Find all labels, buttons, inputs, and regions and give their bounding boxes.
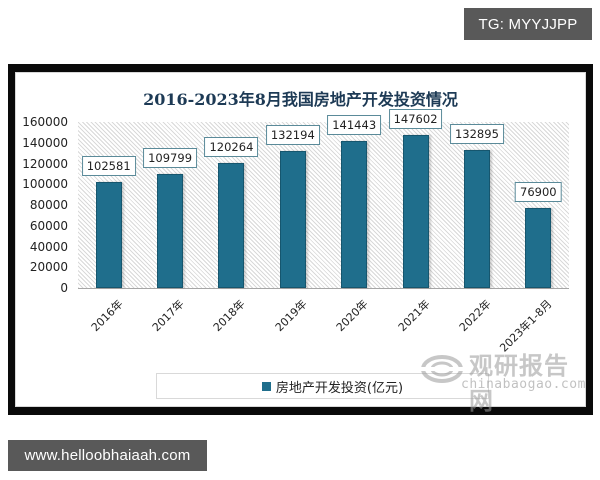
plot-area [78, 122, 569, 289]
website-tag-text: www.helloobhaiaah.com [24, 447, 191, 464]
chart-title: 2016-2023年8月我国房地产开发投资情况 [143, 90, 458, 109]
data-label: 132194 [265, 124, 320, 145]
data-label: 102581 [81, 155, 136, 176]
watermark-logo-icon [421, 355, 463, 383]
data-label: 141443 [327, 115, 382, 136]
x-tick-label: 2020年 [334, 297, 371, 335]
y-tick-label: 100000 [22, 177, 68, 192]
bar [218, 163, 245, 288]
telegram-tag: TG: MYYJJPP [464, 8, 592, 40]
x-tick-label: 2021年 [395, 297, 433, 335]
y-tick-label: 80000 [29, 198, 68, 212]
y-tick-label: 40000 [29, 239, 68, 254]
legend: 房地产开发投资(亿元) [156, 373, 489, 399]
bar [341, 141, 368, 288]
legend-swatch-icon [261, 381, 271, 391]
x-tick-label: 2022年 [456, 297, 494, 335]
data-label: 132895 [449, 124, 504, 145]
y-tick-label: 140000 [22, 135, 68, 150]
bar [95, 181, 122, 288]
y-tick-label: 60000 [29, 218, 68, 233]
watermark-en-text: chinabaogao.com [461, 377, 586, 392]
data-label: 109799 [143, 148, 198, 169]
y-tick-label: 160000 [22, 115, 68, 129]
x-tick-label: 2019年 [272, 297, 310, 335]
data-label: 76900 [515, 182, 562, 203]
y-tick-label: 20000 [29, 260, 68, 275]
telegram-tag-text: TG: MYYJJPP [478, 15, 578, 33]
x-tick-label: 2018年 [211, 297, 249, 335]
y-tick-label: 0 [60, 281, 68, 295]
watermark: 观研报告网 chinabaogao.com [421, 346, 585, 415]
legend-label: 房地产开发投资(亿元) [275, 380, 404, 396]
bar [402, 134, 429, 288]
bar [279, 150, 306, 288]
x-tick-label: 2016年 [88, 297, 126, 335]
bar [525, 208, 552, 288]
bar [157, 174, 184, 288]
bar [463, 150, 490, 288]
watermark-cn-text: 观研报告网 [469, 352, 569, 415]
website-tag: www.helloobhaiaah.com [8, 440, 207, 471]
x-tick-label: 2017年 [149, 297, 187, 335]
data-label: 147602 [388, 108, 443, 129]
data-label: 120264 [204, 137, 259, 158]
y-tick-label: 120000 [22, 156, 68, 171]
chart-container: 2016-2023年8月我国房地产开发投资情况 0 20000 40000 60000… [15, 72, 586, 415]
